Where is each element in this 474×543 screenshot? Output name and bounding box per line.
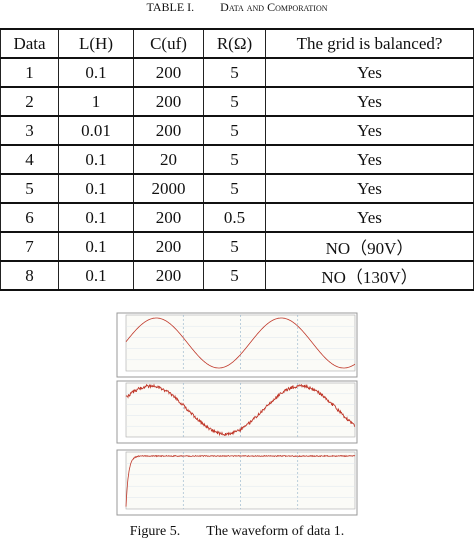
table-cell: 7 bbox=[1, 232, 59, 261]
table-cell: 200 bbox=[134, 203, 204, 232]
data-table: Data L(H) C(uf) R(Ω) The grid is balanced? 1… bbox=[0, 28, 474, 291]
table-cell: 20 bbox=[134, 145, 204, 174]
table-cell: 5 bbox=[204, 116, 266, 145]
table-cell: 2 bbox=[1, 87, 59, 116]
table-cell: 6 bbox=[1, 203, 59, 232]
table-cell: 0.1 bbox=[59, 203, 134, 232]
table-cell: 5 bbox=[204, 232, 266, 261]
table-cell: 200 bbox=[134, 261, 204, 290]
table-cell: 5 bbox=[204, 87, 266, 116]
table-row: 1 0.1 200 5 Yes bbox=[1, 58, 474, 87]
table-cell: NO（90V） bbox=[266, 232, 474, 261]
table-row: 7 0.1 200 5 NO（90V） bbox=[1, 232, 474, 261]
table-cell: 0.5 bbox=[204, 203, 266, 232]
table-cell: 200 bbox=[134, 58, 204, 87]
page: TABLE I. Data and Comporation Data L(H) C(u… bbox=[0, 0, 474, 543]
header-cell: The grid is balanced? bbox=[266, 29, 474, 58]
figure-caption: Figure 5. The waveform of data 1. bbox=[0, 524, 474, 540]
header-cell: L(H) bbox=[59, 29, 134, 58]
table-cell: Yes bbox=[266, 174, 474, 203]
table-cell: Yes bbox=[266, 116, 474, 145]
table-cell: 3 bbox=[1, 116, 59, 145]
table-cell: 2000 bbox=[134, 174, 204, 203]
table-cell: 1 bbox=[59, 87, 134, 116]
table-cell: Yes bbox=[266, 145, 474, 174]
table-body: 1 0.1 200 5 Yes 2 1 200 5 Yes 3 0.01 200 5 Yes 4 0.1 20 5 Y… bbox=[1, 58, 474, 290]
table-row: 8 0.1 200 5 NO（130V） bbox=[1, 261, 474, 290]
table-cell: Yes bbox=[266, 87, 474, 116]
figure-caption-text: The waveform of data 1. bbox=[206, 524, 344, 539]
table-cell: 5 bbox=[204, 174, 266, 203]
table-row: 5 0.1 2000 5 Yes bbox=[1, 174, 474, 203]
table-cell: 0.1 bbox=[59, 145, 134, 174]
table-cell: 0.1 bbox=[59, 174, 134, 203]
caption-title: Data and Comporation bbox=[220, 0, 327, 14]
table-cell: Yes bbox=[266, 203, 474, 232]
table-cell: 0.01 bbox=[59, 116, 134, 145]
figure-label: Figure 5. bbox=[130, 524, 181, 539]
table-row: 2 1 200 5 Yes bbox=[1, 87, 474, 116]
table-cell: 0.1 bbox=[59, 232, 134, 261]
header-cell: R(Ω) bbox=[204, 29, 266, 58]
table-cell: 8 bbox=[1, 261, 59, 290]
table-row: 4 0.1 20 5 Yes bbox=[1, 145, 474, 174]
table-cell: 0.1 bbox=[59, 261, 134, 290]
table-cell: 5 bbox=[204, 58, 266, 87]
table-row: 6 0.1 200 0.5 Yes bbox=[1, 203, 474, 232]
table-cell: 0.1 bbox=[59, 58, 134, 87]
table-cell: 5 bbox=[1, 174, 59, 203]
table-cell: 5 bbox=[204, 145, 266, 174]
table-row: 3 0.01 200 5 Yes bbox=[1, 116, 474, 145]
table-cell: 200 bbox=[134, 232, 204, 261]
table-caption: TABLE I. Data and Comporation bbox=[0, 0, 474, 14]
header-cell: Data bbox=[1, 29, 59, 58]
table-cell: NO（130V） bbox=[266, 261, 474, 290]
caption-label: TABLE I. bbox=[146, 0, 194, 14]
table-cell: 5 bbox=[204, 261, 266, 290]
table-cell: 4 bbox=[1, 145, 59, 174]
table-cell: 200 bbox=[134, 116, 204, 145]
table-cell: Yes bbox=[266, 58, 474, 87]
header-cell: C(uf) bbox=[134, 29, 204, 58]
figure bbox=[0, 300, 474, 522]
header-row: Data L(H) C(uf) R(Ω) The grid is balanced? bbox=[1, 29, 474, 58]
table-cell: 1 bbox=[1, 58, 59, 87]
table-cell: 200 bbox=[134, 87, 204, 116]
